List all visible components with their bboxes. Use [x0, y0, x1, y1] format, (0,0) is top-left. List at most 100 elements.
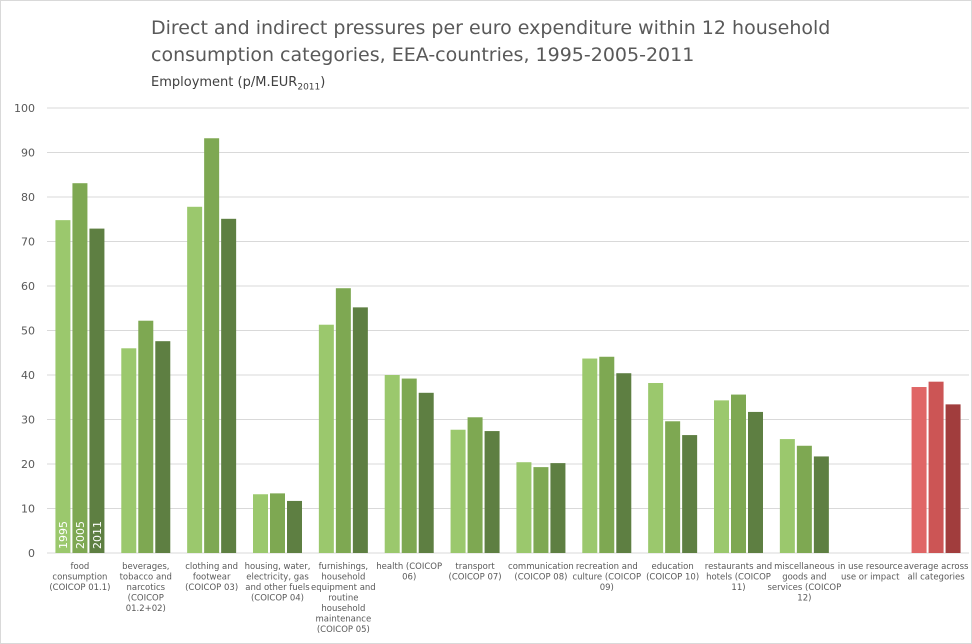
x-tick-label: (COICOP 10)	[646, 573, 699, 583]
x-tick-label: consumption	[52, 573, 107, 583]
bar-2011	[287, 500, 302, 553]
x-tick-label: culture (COICOP	[572, 573, 641, 583]
x-tick-label: and other fuels	[245, 583, 310, 593]
x-tick-label: household	[321, 604, 365, 614]
bar-2011	[748, 411, 763, 553]
bar-1995	[253, 494, 268, 553]
y-tick-label: 100	[14, 102, 35, 115]
bar-2005	[72, 183, 88, 553]
x-tick-label: (COICOP 05)	[317, 625, 370, 635]
x-tick-label: household	[321, 573, 365, 583]
y-tick-label: 30	[21, 414, 35, 427]
x-tick-label: 11)	[731, 583, 745, 593]
x-tick-label: goods and	[782, 573, 826, 583]
bar-2011	[550, 463, 566, 553]
bar-2005	[270, 493, 285, 553]
bar-2005	[928, 381, 944, 553]
x-tick-label: (COICOP 03)	[185, 583, 238, 593]
x-tick-label: use or impact	[841, 573, 900, 583]
bar-2005	[204, 138, 220, 553]
bar-2005	[533, 467, 549, 553]
x-tick-label: (COICOP	[128, 594, 164, 604]
subtitle-main: Employment (p/M.EUR	[151, 75, 298, 90]
y-tick-label: 40	[21, 369, 35, 382]
bar-2005	[467, 417, 483, 553]
y-tick-label: 10	[21, 503, 35, 516]
bar-1995	[450, 429, 466, 553]
y-tick-label: 60	[21, 280, 35, 293]
x-tick-label: 01.2+02)	[126, 604, 166, 614]
x-tick-label: electricity, gas	[246, 573, 309, 583]
x-tick-label: clothing and	[185, 562, 238, 572]
series-label: 2005	[74, 521, 87, 549]
x-tick-label: health (COICOP	[376, 562, 442, 572]
y-tick-label: 90	[21, 147, 35, 160]
chart-title: Direct and indirect pressures per euro e…	[151, 17, 831, 66]
bar-1995	[714, 400, 729, 553]
x-tick-label: services (COICOP	[767, 583, 841, 593]
x-tick-label: (COICOP 04)	[251, 594, 304, 604]
x-tick-label: food	[71, 562, 90, 572]
x-tick-label: housing, water,	[245, 562, 311, 572]
x-tick-label: (COICOP 08)	[514, 573, 567, 583]
y-tick-label: 70	[21, 236, 35, 249]
bar-1995	[911, 387, 927, 553]
x-tick-label: transport	[455, 562, 495, 572]
x-tick-label: average across	[904, 562, 969, 572]
x-tick-label: maintenance	[316, 615, 372, 625]
x-tick-label: education	[652, 562, 694, 572]
bar-1995	[187, 206, 203, 554]
y-tick-label: 0	[28, 547, 35, 560]
bar-2005	[401, 378, 417, 553]
bar-2005	[796, 445, 812, 553]
x-tick-label: (COICOP 07)	[449, 573, 502, 583]
chart-subtitle: Employment (p/M.EUR2011)	[151, 75, 325, 93]
bar-2011	[221, 218, 237, 553]
x-tick-label: footwear	[193, 573, 231, 583]
bar-1995	[516, 462, 532, 553]
x-tick-label: 06)	[402, 573, 416, 583]
x-tick-label: hotels (COICOP	[706, 573, 771, 583]
x-tick-label: tobacco and	[120, 573, 172, 583]
bar-2005	[665, 421, 681, 553]
bar-2005	[335, 288, 351, 553]
x-tick-label: miscellaneous	[774, 562, 835, 572]
bar-2011	[155, 341, 171, 553]
x-tick-label: (COICOP 01.1)	[49, 583, 110, 593]
x-tick-label: furnishings,	[319, 562, 369, 572]
bar-2011	[418, 392, 434, 553]
bar-2011	[89, 228, 105, 553]
x-tick-label: beverages,	[122, 562, 169, 572]
x-tick-label: 09)	[600, 583, 614, 593]
bar-2011	[484, 431, 500, 553]
x-tick-label: recreation and	[576, 562, 638, 572]
subtitle-sub: 2011	[297, 82, 321, 93]
x-tick-label: communication	[508, 562, 574, 572]
y-tick-label: 20	[21, 458, 35, 471]
bar-1995	[582, 358, 598, 553]
series-label: 1995	[57, 521, 70, 549]
bar-2005	[731, 394, 746, 553]
x-tick-label: routine	[328, 594, 358, 604]
bar-2011	[352, 307, 368, 553]
bar-1995	[121, 348, 137, 553]
bar-2005	[138, 320, 154, 553]
series-label: 2011	[91, 521, 104, 549]
bar-1995	[384, 375, 400, 553]
bar-1995	[648, 383, 664, 553]
bar-2011	[813, 456, 829, 553]
bar-2005	[599, 356, 615, 553]
bar-2011	[682, 435, 698, 553]
x-tick-label: 12)	[797, 594, 811, 604]
subtitle-end: )	[320, 75, 326, 90]
bar-1995	[779, 439, 795, 553]
y-tick-label: 50	[21, 325, 35, 338]
bar-1995	[318, 324, 334, 553]
x-tick-label: equipment and	[311, 583, 376, 593]
bar-2011	[616, 373, 632, 553]
bar-1995	[55, 220, 71, 553]
x-tick-label: restaurants and	[705, 562, 772, 572]
x-tick-label: in use resource	[838, 562, 903, 572]
